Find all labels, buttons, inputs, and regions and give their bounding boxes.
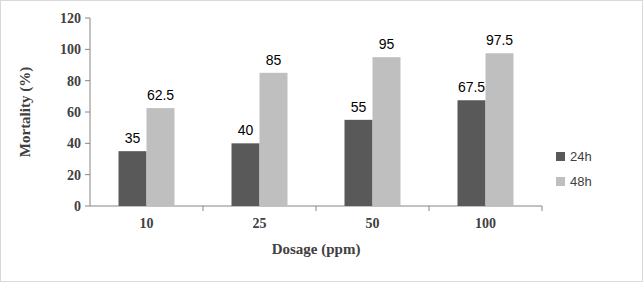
x-tick	[542, 206, 543, 211]
y-tick-label: 0	[74, 199, 81, 214]
chart-container: 0 20 40 60 80 100 120 10 25 50 100 35 40 55 67.5 62.5 85…	[0, 0, 643, 282]
data-label: 97.5	[486, 32, 513, 48]
bar	[147, 108, 175, 206]
chart-svg: 0 20 40 60 80 100 120 10 25 50 100 35 40 55 67.5 62.5 85…	[0, 0, 643, 282]
x-tick	[203, 206, 204, 211]
bar	[345, 120, 373, 206]
x-axis-title: Dosage (ppm)	[272, 241, 361, 258]
legend-label: 48h	[570, 174, 592, 189]
x-tick-label: 50	[366, 216, 380, 231]
y-tick	[85, 49, 90, 50]
data-labels: 35 40 55 67.5 62.5 85 95 97.5	[125, 32, 514, 146]
data-label: 95	[379, 36, 395, 52]
legend: 24h 48h	[556, 149, 592, 189]
data-label: 55	[351, 99, 367, 115]
legend-swatch	[556, 152, 565, 161]
legend-label: 24h	[570, 149, 592, 164]
bar	[458, 100, 486, 206]
data-label: 67.5	[458, 79, 485, 95]
y-tick-label: 20	[67, 168, 81, 183]
x-tick-label: 100	[475, 216, 496, 231]
y-tick	[85, 112, 90, 113]
bar	[119, 151, 147, 206]
data-label: 35	[125, 130, 141, 146]
bar	[260, 73, 288, 206]
x-tick-label: 10	[140, 216, 154, 231]
y-tick-label: 80	[67, 74, 81, 89]
bars	[119, 53, 514, 206]
y-tick	[85, 80, 90, 81]
y-axis-title: Mortality (%)	[17, 67, 34, 157]
bar	[486, 53, 514, 206]
y-tick-label: 100	[60, 42, 81, 57]
chart-border	[1, 1, 643, 282]
legend-swatch	[556, 177, 565, 186]
y-tick	[85, 18, 90, 19]
y-tick-label: 60	[67, 105, 81, 120]
y-tick	[85, 174, 90, 175]
data-label: 62.5	[147, 87, 174, 103]
x-tick	[316, 206, 317, 211]
x-tick	[429, 206, 430, 211]
bar	[232, 143, 260, 206]
data-label: 40	[238, 122, 254, 138]
x-tick-label: 25	[253, 216, 267, 231]
y-tick-label: 40	[67, 136, 81, 151]
bar	[373, 57, 401, 206]
data-label: 85	[266, 52, 282, 68]
y-tick	[85, 206, 90, 207]
y-tick-label: 120	[60, 11, 81, 26]
y-tick	[85, 143, 90, 144]
